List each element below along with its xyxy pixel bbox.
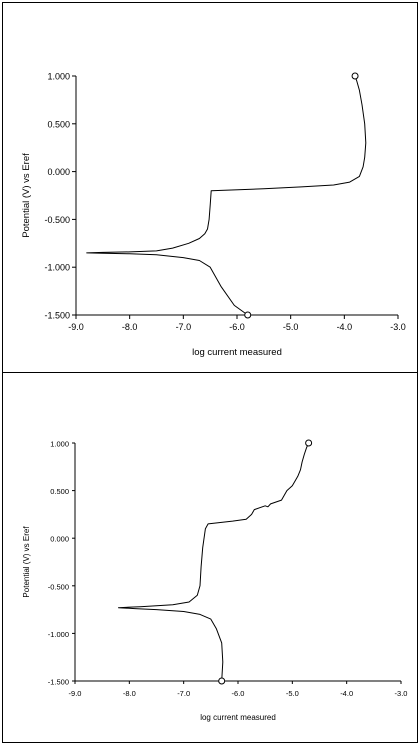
x-tick-label: -7.0 xyxy=(176,322,192,332)
x-axis-label: log current measured xyxy=(200,713,276,722)
y-tick-label: -1.500 xyxy=(44,311,70,321)
y-tick-label: 0.000 xyxy=(50,535,69,544)
endpoint-marker xyxy=(305,439,313,447)
y-tick-label: -0.500 xyxy=(48,582,69,591)
series-line xyxy=(86,75,367,316)
endpoint-marker xyxy=(218,677,226,685)
polarization-chart-bottom: -9.0 -8.0 -7.0 -6.0 -5.0 -4.0 -3.0 1.000 0.500 0.… xyxy=(22,439,408,722)
y-tick-label: 0.500 xyxy=(47,119,70,129)
x-tick-label: -9.0 xyxy=(69,689,82,698)
series-line xyxy=(118,442,310,682)
x-tick-label: -6.0 xyxy=(229,322,245,332)
y-axis-label: Potential (V) vs Eref xyxy=(22,526,31,598)
x-tick-label: -7.0 xyxy=(177,689,190,698)
y-tick-label: 0.500 xyxy=(50,487,69,496)
chart-panel-bottom: -9.0 -8.0 -7.0 -6.0 -5.0 -4.0 -3.0 1.000 0.500 0.… xyxy=(2,373,418,743)
x-tick-label: -3.0 xyxy=(395,689,408,698)
y-tick-label: 1.000 xyxy=(47,72,70,82)
x-tick-label: -5.0 xyxy=(283,322,299,332)
y-axis-label: Potential (V) vs Eref xyxy=(21,153,32,238)
endpoint-marker xyxy=(244,311,252,319)
x-tick-label: -4.0 xyxy=(337,322,353,332)
chart-panel-top: -9.0 -8.0 -7.0 -6.0 -5.0 -4.0 -3.0 1.000 0.500 0.… xyxy=(2,2,418,373)
y-tick-label: -1.000 xyxy=(48,630,69,639)
x-tick-label: -6.0 xyxy=(232,689,245,698)
y-tick-label: -0.500 xyxy=(44,215,70,225)
x-axis-label: log current measured xyxy=(192,347,282,358)
y-tick-label: 0.000 xyxy=(47,167,70,177)
x-tick-label: -3.0 xyxy=(390,322,406,332)
y-tick-label: -1.000 xyxy=(44,263,70,273)
y-tick-label: -1.500 xyxy=(48,678,69,687)
x-tick-label: -4.0 xyxy=(340,689,353,698)
y-tick-label: 1.000 xyxy=(50,440,69,449)
x-tick-label: -5.0 xyxy=(286,689,299,698)
x-tick-label: -8.0 xyxy=(122,322,138,332)
x-tick-label: -8.0 xyxy=(123,689,136,698)
polarization-chart-top: -9.0 -8.0 -7.0 -6.0 -5.0 -4.0 -3.0 1.000 0.500 0.… xyxy=(21,72,406,359)
endpoint-marker xyxy=(351,72,359,80)
x-tick-label: -9.0 xyxy=(68,322,84,332)
